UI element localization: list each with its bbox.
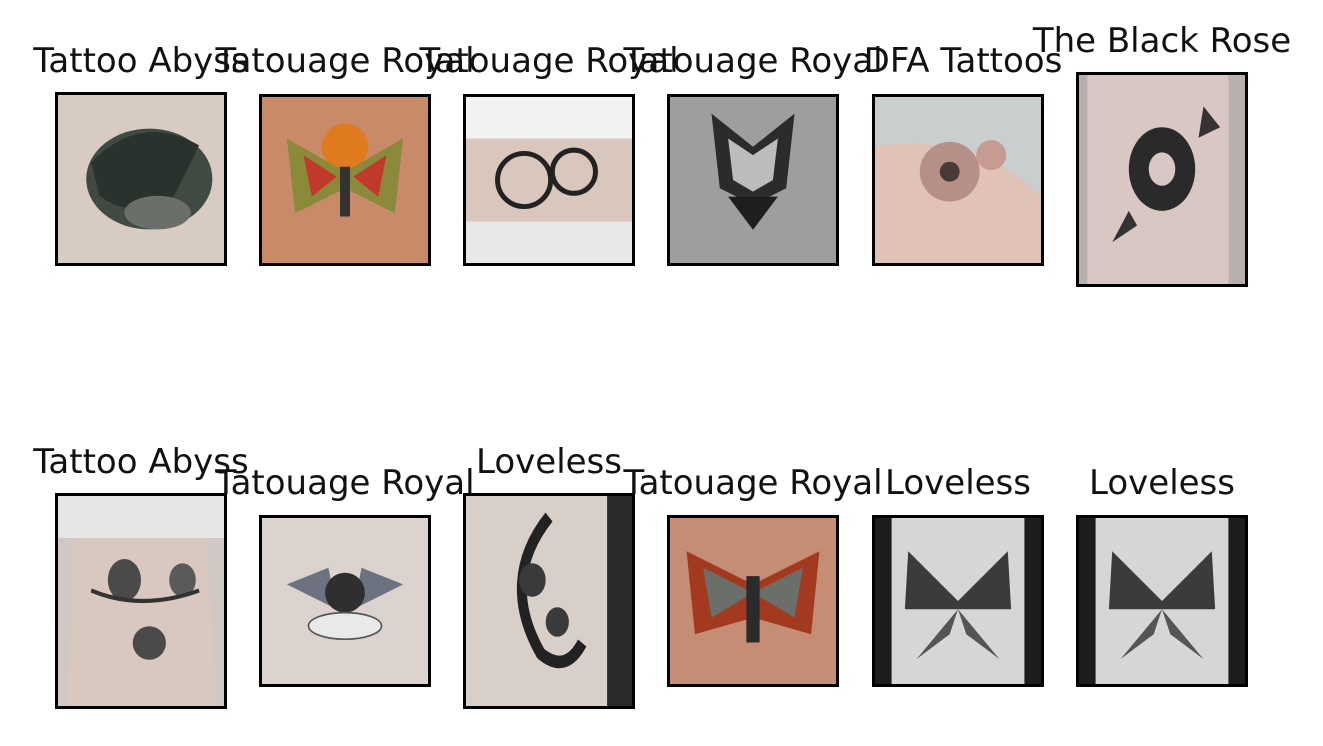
tattoo-image <box>667 94 839 266</box>
image-title: Tattoo Abyss <box>33 442 249 482</box>
tattoo-image <box>667 515 839 687</box>
image-title: DFA Tattoos <box>863 41 1063 81</box>
tattoo-image <box>259 515 431 687</box>
image-title: Loveless <box>1089 463 1235 503</box>
image-title: Tatouage Royal <box>623 463 883 503</box>
image-title: The Black Rose <box>1032 21 1292 61</box>
tattoo-image <box>259 94 431 266</box>
tattoo-image <box>872 515 1044 687</box>
tattoo-image <box>463 493 635 709</box>
image-title: Tatouage Royal <box>215 41 475 81</box>
tattoo-image <box>55 92 227 266</box>
tattoo-image <box>1076 515 1248 687</box>
image-title: Loveless <box>476 442 622 482</box>
image-title: Loveless <box>885 463 1031 503</box>
tattoo-image <box>1076 72 1248 287</box>
image-title: Tatouage Royal <box>215 463 475 503</box>
tattoo-image <box>55 493 227 709</box>
tattoo-image <box>872 94 1044 266</box>
tattoo-image <box>463 94 635 266</box>
image-title: Tattoo Abyss <box>33 41 249 81</box>
image-title: Tatouage Royal <box>419 41 679 81</box>
image-title: Tatouage Royal <box>623 41 883 81</box>
